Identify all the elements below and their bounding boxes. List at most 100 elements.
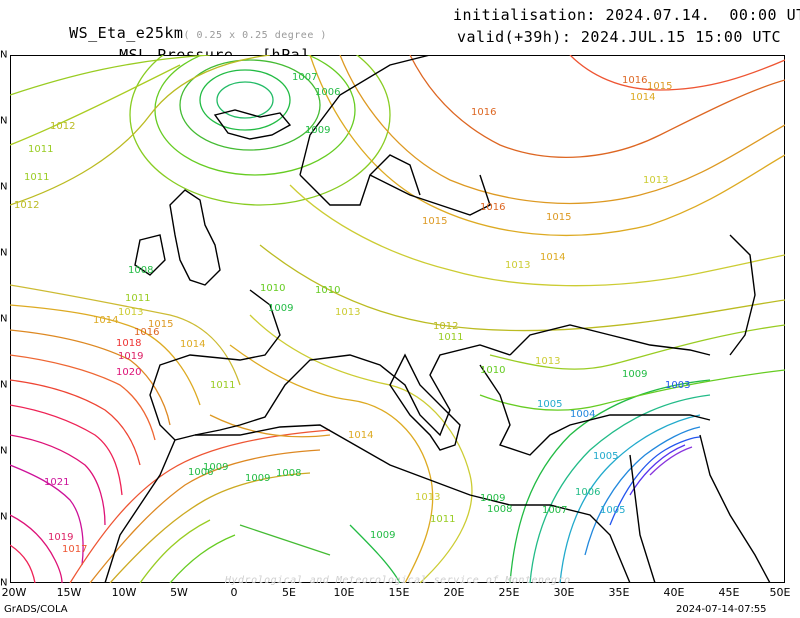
africa-west-coast [104,439,176,583]
model-name-text: WS_Eta_e25km [69,24,184,42]
isobar-label: 1012 [14,200,39,211]
isobar-label: 1006 [575,487,600,498]
ireland-coast [134,234,166,276]
lat-tick-label: N [0,313,8,325]
lon-tick-label: 50E [769,586,791,599]
isobar-label: 1011 [210,380,235,391]
isobar-label: 1011 [24,172,49,183]
model-name: WS_Eta_e25km( 0.25 x 0.25 degree ) [50,6,327,42]
isobar-label: 1014 [630,92,655,103]
lon-tick-label: 40E [663,586,685,599]
isobar-label: 1009 [245,473,270,484]
isobar-map: 1007 1006 1009 1008 1012 1011 1011 1012 … [10,55,785,583]
iceland-coast [213,109,292,140]
isobar-line [216,81,274,119]
lon-tick-label: 0 [230,586,238,599]
isobar-label-group: 1007 1006 1009 1008 1012 1011 1011 1012 … [14,72,690,555]
isobar-label: 1016 [134,327,159,338]
lat-tick-label: N [0,247,8,259]
lon-tick-label: 15E [388,586,410,599]
isobar-line [199,69,291,131]
isobar-label: 1015 [647,81,672,92]
isobar-label: 1014 [348,430,373,441]
uk-coast [169,189,221,286]
isobar-label: 1016 [480,202,505,213]
lon-tick-label: 20W [1,586,27,599]
lon-tick-label: 35E [608,586,630,599]
lat-tick-label: N [0,379,8,391]
isobar-label: 1019 [118,351,143,362]
isobar-label: 1008 [487,504,512,515]
isobar-line [154,55,356,176]
lat-tick-label: N [0,577,8,589]
lon-tick-label: 45E [718,586,740,599]
isobar-label: 1016 [622,75,647,86]
black-sea-coast [509,324,711,356]
isobar-label: 1009 [622,369,647,380]
isobar-label: 1011 [430,514,455,525]
isobar-label: 1007 [542,505,567,516]
isobar-label: 1014 [540,252,565,263]
isobar-label: 1009 [203,462,228,473]
africa-north-coast [195,424,631,583]
isobar-label: 1010 [260,283,285,294]
lon-tick-label: 5W [170,586,188,599]
lat-tick-label: N [0,445,8,457]
baltic-coast [369,174,491,216]
coastlines [104,55,771,583]
caspian-coast [729,234,756,356]
isobar-label: 1005 [537,399,562,410]
isobar-label: 1006 [315,87,340,98]
isobar-label: 1018 [116,338,141,349]
isobar-label: 1009 [480,493,505,504]
isobar-label: 1011 [438,332,463,343]
lon-tick-label: 5E [282,586,296,599]
lat-tick-label: N [0,511,8,523]
isobar-label: 1010 [315,285,340,296]
persian-coast [699,434,771,583]
isobar-label: 1016 [471,107,496,118]
isobar-line [129,55,391,206]
lon-tick-label: 30E [553,586,575,599]
isobar-label: 1013 [118,307,143,318]
resolution-text: ( 0.25 x 0.25 degree ) [183,30,327,41]
isobar-label: 1006 [188,467,213,478]
isobar-label: 1013 [535,356,560,367]
footer-right: 2024-07-14-07:55 [676,604,767,615]
isobar-label: 1010 [480,365,505,376]
isobar-label: 1003 [665,380,690,391]
isobar-label: 1005 [593,451,618,462]
isobar-label: 1021 [44,477,69,488]
isobar-label: 1009 [268,303,293,314]
lon-tick-label: 10W [111,586,137,599]
lat-tick-label: N [0,181,8,193]
lon-tick-label: 20E [443,586,465,599]
isobar-label: 1015 [546,212,571,223]
lon-tick-label: 15W [56,586,82,599]
isobar-label: 1013 [643,175,668,186]
isobar-label: 1007 [292,72,317,83]
isobar-label: 1011 [28,144,53,155]
lat-tick-label: N [0,49,8,61]
isobar-label: 1014 [93,315,118,326]
italy-coast [389,353,461,451]
lat-tick-label: N [0,115,8,127]
lon-tick-label: 10E [333,586,355,599]
lon-tick-label: 25E [498,586,520,599]
isobar-label: 1013 [415,492,440,503]
isobar-label: 1020 [116,367,141,378]
isobar-label: 1015 [422,216,447,227]
isobar-label: 1019 [48,532,73,543]
isobar-label: 1012 [50,121,75,132]
isobar-label: 1012 [433,321,458,332]
europe-coast [149,289,511,441]
isobar-label: 1011 [125,293,150,304]
isobar-label: 1014 [180,339,205,350]
isobar-label: 1009 [305,125,330,136]
footer-left: GrADS/COLA [4,604,68,615]
isobar-label: 1015 [148,319,173,330]
isobar-label: 1008 [276,468,301,479]
isobar-line [179,59,321,151]
levant-coast [629,454,656,583]
isobar-label: 1013 [505,260,530,271]
